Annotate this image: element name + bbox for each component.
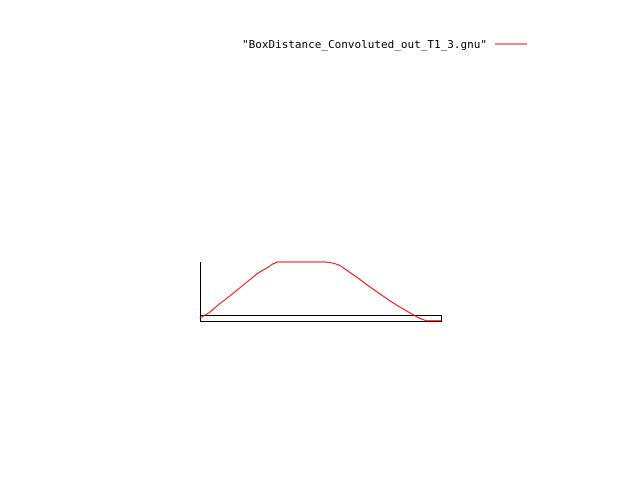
legend-entry-label: "BoxDistance_Convoluted_out_T1_3.gnu" — [242, 38, 487, 51]
series-layer — [199, 261, 442, 322]
x-axis-box — [200, 315, 442, 322]
series-line-0 — [199, 261, 442, 322]
plot-area — [199, 261, 442, 322]
legend: "BoxDistance_Convoluted_out_T1_3.gnu" — [242, 38, 527, 51]
